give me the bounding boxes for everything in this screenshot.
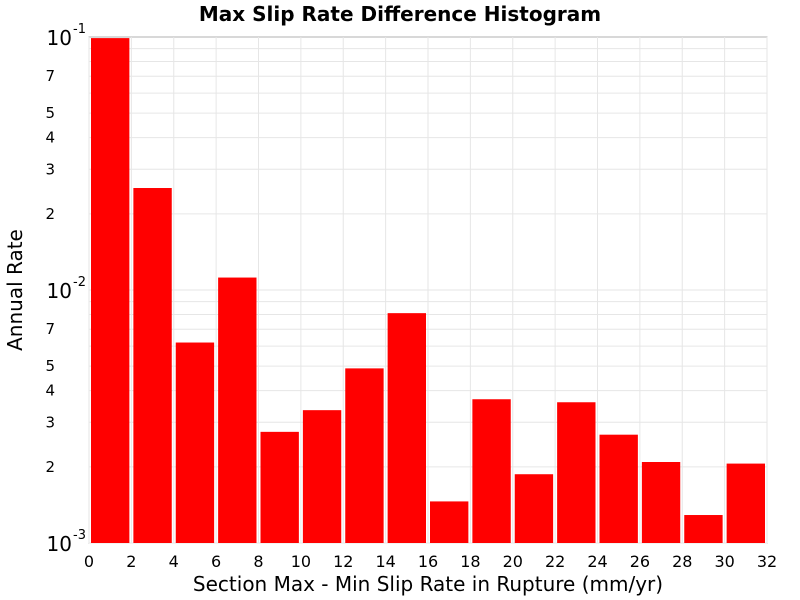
y-minor-label: 3 bbox=[45, 160, 55, 178]
x-tick-label: 16 bbox=[418, 552, 438, 571]
histogram-bar bbox=[684, 515, 723, 543]
y-axis-label: Annual Rate bbox=[3, 229, 27, 351]
histogram-bar bbox=[472, 399, 511, 543]
histogram-bar bbox=[91, 38, 130, 543]
y-decade-exponent: -3 bbox=[73, 528, 86, 543]
x-tick-label: 12 bbox=[333, 552, 353, 571]
histogram-bar bbox=[387, 313, 426, 543]
y-minor-label: 2 bbox=[45, 205, 55, 223]
y-minor-label: 4 bbox=[45, 382, 55, 400]
x-tick-label: 28 bbox=[672, 552, 692, 571]
x-tick-label: 26 bbox=[630, 552, 650, 571]
y-minor-label: 5 bbox=[45, 357, 55, 375]
x-tick-label: 24 bbox=[587, 552, 607, 571]
x-tick-label: 30 bbox=[714, 552, 734, 571]
histogram-bar bbox=[726, 463, 765, 543]
histogram-bar bbox=[599, 434, 638, 543]
x-tick-label: 22 bbox=[545, 552, 565, 571]
histogram-bar bbox=[514, 474, 554, 543]
y-minor-label: 5 bbox=[45, 104, 55, 122]
y-minor-label: 7 bbox=[45, 67, 55, 85]
y-decade-exponent: -2 bbox=[73, 275, 86, 290]
histogram-bar bbox=[133, 188, 172, 544]
x-tick-label: 20 bbox=[503, 552, 523, 571]
histogram-bar bbox=[302, 410, 342, 543]
x-tick-label: 2 bbox=[126, 552, 136, 571]
y-minor-label: 2 bbox=[45, 458, 55, 476]
bars bbox=[91, 38, 765, 544]
y-decade-exponent: -1 bbox=[73, 22, 86, 37]
y-decade-label: 10 bbox=[47, 532, 72, 556]
x-tick-label: 32 bbox=[757, 552, 777, 571]
histogram-bar bbox=[175, 342, 215, 543]
chart-title: Max Slip Rate Difference Histogram bbox=[199, 2, 601, 26]
histogram-bar bbox=[218, 277, 257, 543]
x-tick-labels: 0 2 4 6 8 10 12 14 16 18 20 22 24 26 28 30 32 bbox=[84, 552, 777, 571]
y-minor-label: 4 bbox=[45, 129, 55, 147]
x-tick-label: 4 bbox=[169, 552, 179, 571]
histogram-bar bbox=[557, 402, 596, 543]
x-tick-label: 0 bbox=[84, 552, 94, 571]
x-tick-label: 8 bbox=[253, 552, 263, 571]
x-tick-label: 18 bbox=[460, 552, 480, 571]
y-minor-label: 7 bbox=[45, 320, 55, 338]
x-axis-label: Section Max - Min Slip Rate in Rupture (… bbox=[193, 572, 663, 596]
x-tick-label: 14 bbox=[375, 552, 395, 571]
y-minor-label: 3 bbox=[45, 413, 55, 431]
x-tick-label: 10 bbox=[291, 552, 311, 571]
y-decade-label: 10 bbox=[47, 279, 72, 303]
y-decade-label: 10 bbox=[47, 26, 72, 50]
x-tick-label: 6 bbox=[211, 552, 221, 571]
histogram-bar bbox=[345, 368, 384, 543]
histogram-bar bbox=[641, 462, 681, 543]
histogram-bar bbox=[260, 431, 299, 543]
histogram-bar bbox=[430, 501, 469, 543]
